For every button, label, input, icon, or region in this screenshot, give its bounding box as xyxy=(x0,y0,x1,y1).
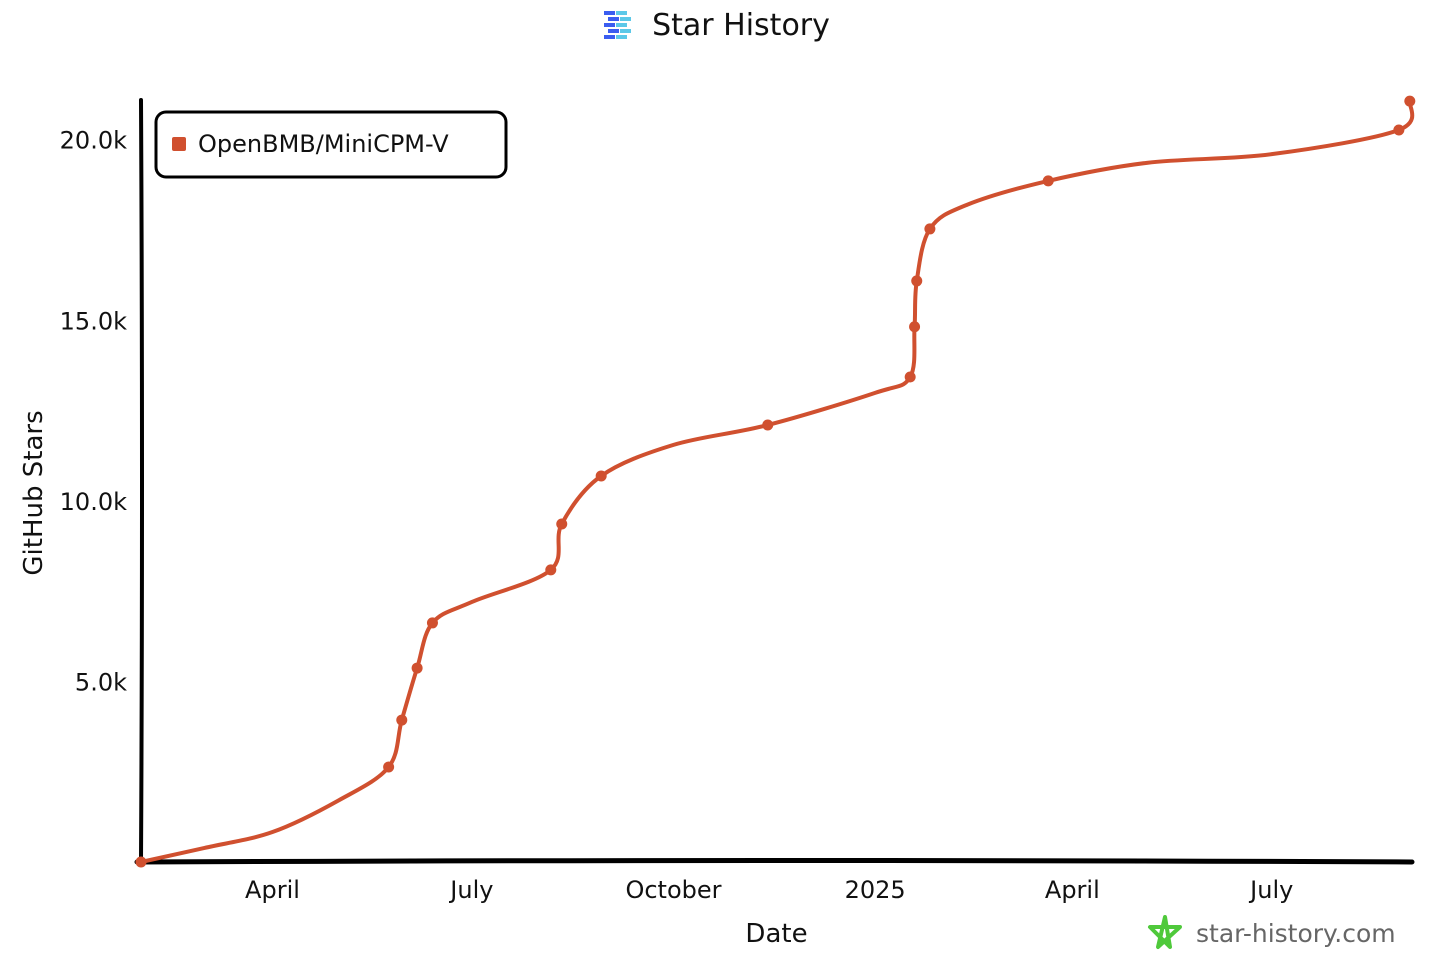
data-point xyxy=(396,714,408,726)
y-axis-label: GitHub Stars xyxy=(19,410,49,575)
y-tick-label: 5.0k xyxy=(75,668,127,696)
data-point xyxy=(762,419,774,431)
data-point xyxy=(426,617,438,629)
data-point xyxy=(135,856,147,868)
data-point xyxy=(904,371,916,383)
x-axis-label: Date xyxy=(745,919,807,949)
watermark-link[interactable]: star-history.com xyxy=(1146,914,1396,952)
x-tick-label: July xyxy=(448,876,493,904)
data-point xyxy=(411,662,423,674)
data-point xyxy=(556,518,568,530)
x-tick-label: October xyxy=(625,876,721,904)
star-history-logo-icon xyxy=(604,11,632,39)
data-point xyxy=(911,275,923,287)
legend-label: OpenBMB/MiniCPM-V xyxy=(198,130,449,158)
data-point xyxy=(1404,95,1416,107)
title-text: Star History xyxy=(652,8,830,43)
y-tick-label: 20.0k xyxy=(60,127,127,155)
y-tick-label: 15.0k xyxy=(60,307,127,335)
data-point xyxy=(545,564,557,576)
x-tick-label: July xyxy=(1248,876,1293,904)
data-point xyxy=(1042,175,1054,187)
watermark-text: star-history.com xyxy=(1196,918,1396,948)
data-point xyxy=(383,761,395,773)
y-axis-line xyxy=(139,98,144,864)
x-tick-label: April xyxy=(245,876,300,904)
x-axis-line xyxy=(134,858,1415,865)
x-tick-label: April xyxy=(1045,876,1100,904)
legend-box xyxy=(154,110,508,179)
data-point xyxy=(1393,124,1405,136)
data-point xyxy=(924,223,936,235)
chart-title: Star History xyxy=(0,8,1434,43)
data-point xyxy=(909,321,921,333)
series-line xyxy=(139,99,1415,864)
y-tick-label: 10.0k xyxy=(60,488,127,516)
data-point xyxy=(595,470,607,482)
green-star-icon xyxy=(1148,915,1182,949)
x-tick-label: 2025 xyxy=(845,876,906,904)
legend-swatch xyxy=(172,137,186,151)
